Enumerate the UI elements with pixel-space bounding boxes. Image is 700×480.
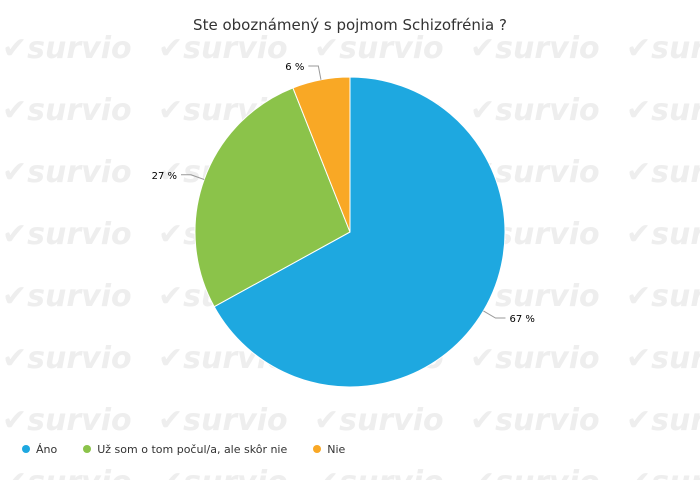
legend-marker [22,445,30,453]
data-label-leader [483,310,506,319]
pie-slices [194,76,506,388]
legend-item[interactable]: Nie [313,443,345,456]
legend-marker [83,445,92,453]
data-label-leader [308,65,322,80]
chart-title: Ste oboznámený s pojmom Schizofrénia ? [193,16,507,34]
data-label: 27 % [152,171,177,182]
legend-marker [313,445,322,453]
chart-legend: Áno Už som o tom počul/a, ale skôr nie Nie [22,441,371,457]
data-label: 67 % [509,314,534,325]
pie-data-labels: 67 % 27 % 6 % [152,62,535,325]
pie-slice[interactable] [213,76,506,388]
legend-label: Áno [36,442,58,456]
legend-item[interactable]: Už som o tom počul/a, ale skôr nie [83,443,287,456]
pie-slice[interactable] [292,76,351,233]
data-label: 6 % [285,62,304,73]
legend-label: Nie [327,442,346,456]
legend-label: Už som o tom počul/a, ale skôr nie [97,442,288,456]
data-label-leader [180,174,205,180]
legend-item[interactable]: Áno [22,443,57,456]
